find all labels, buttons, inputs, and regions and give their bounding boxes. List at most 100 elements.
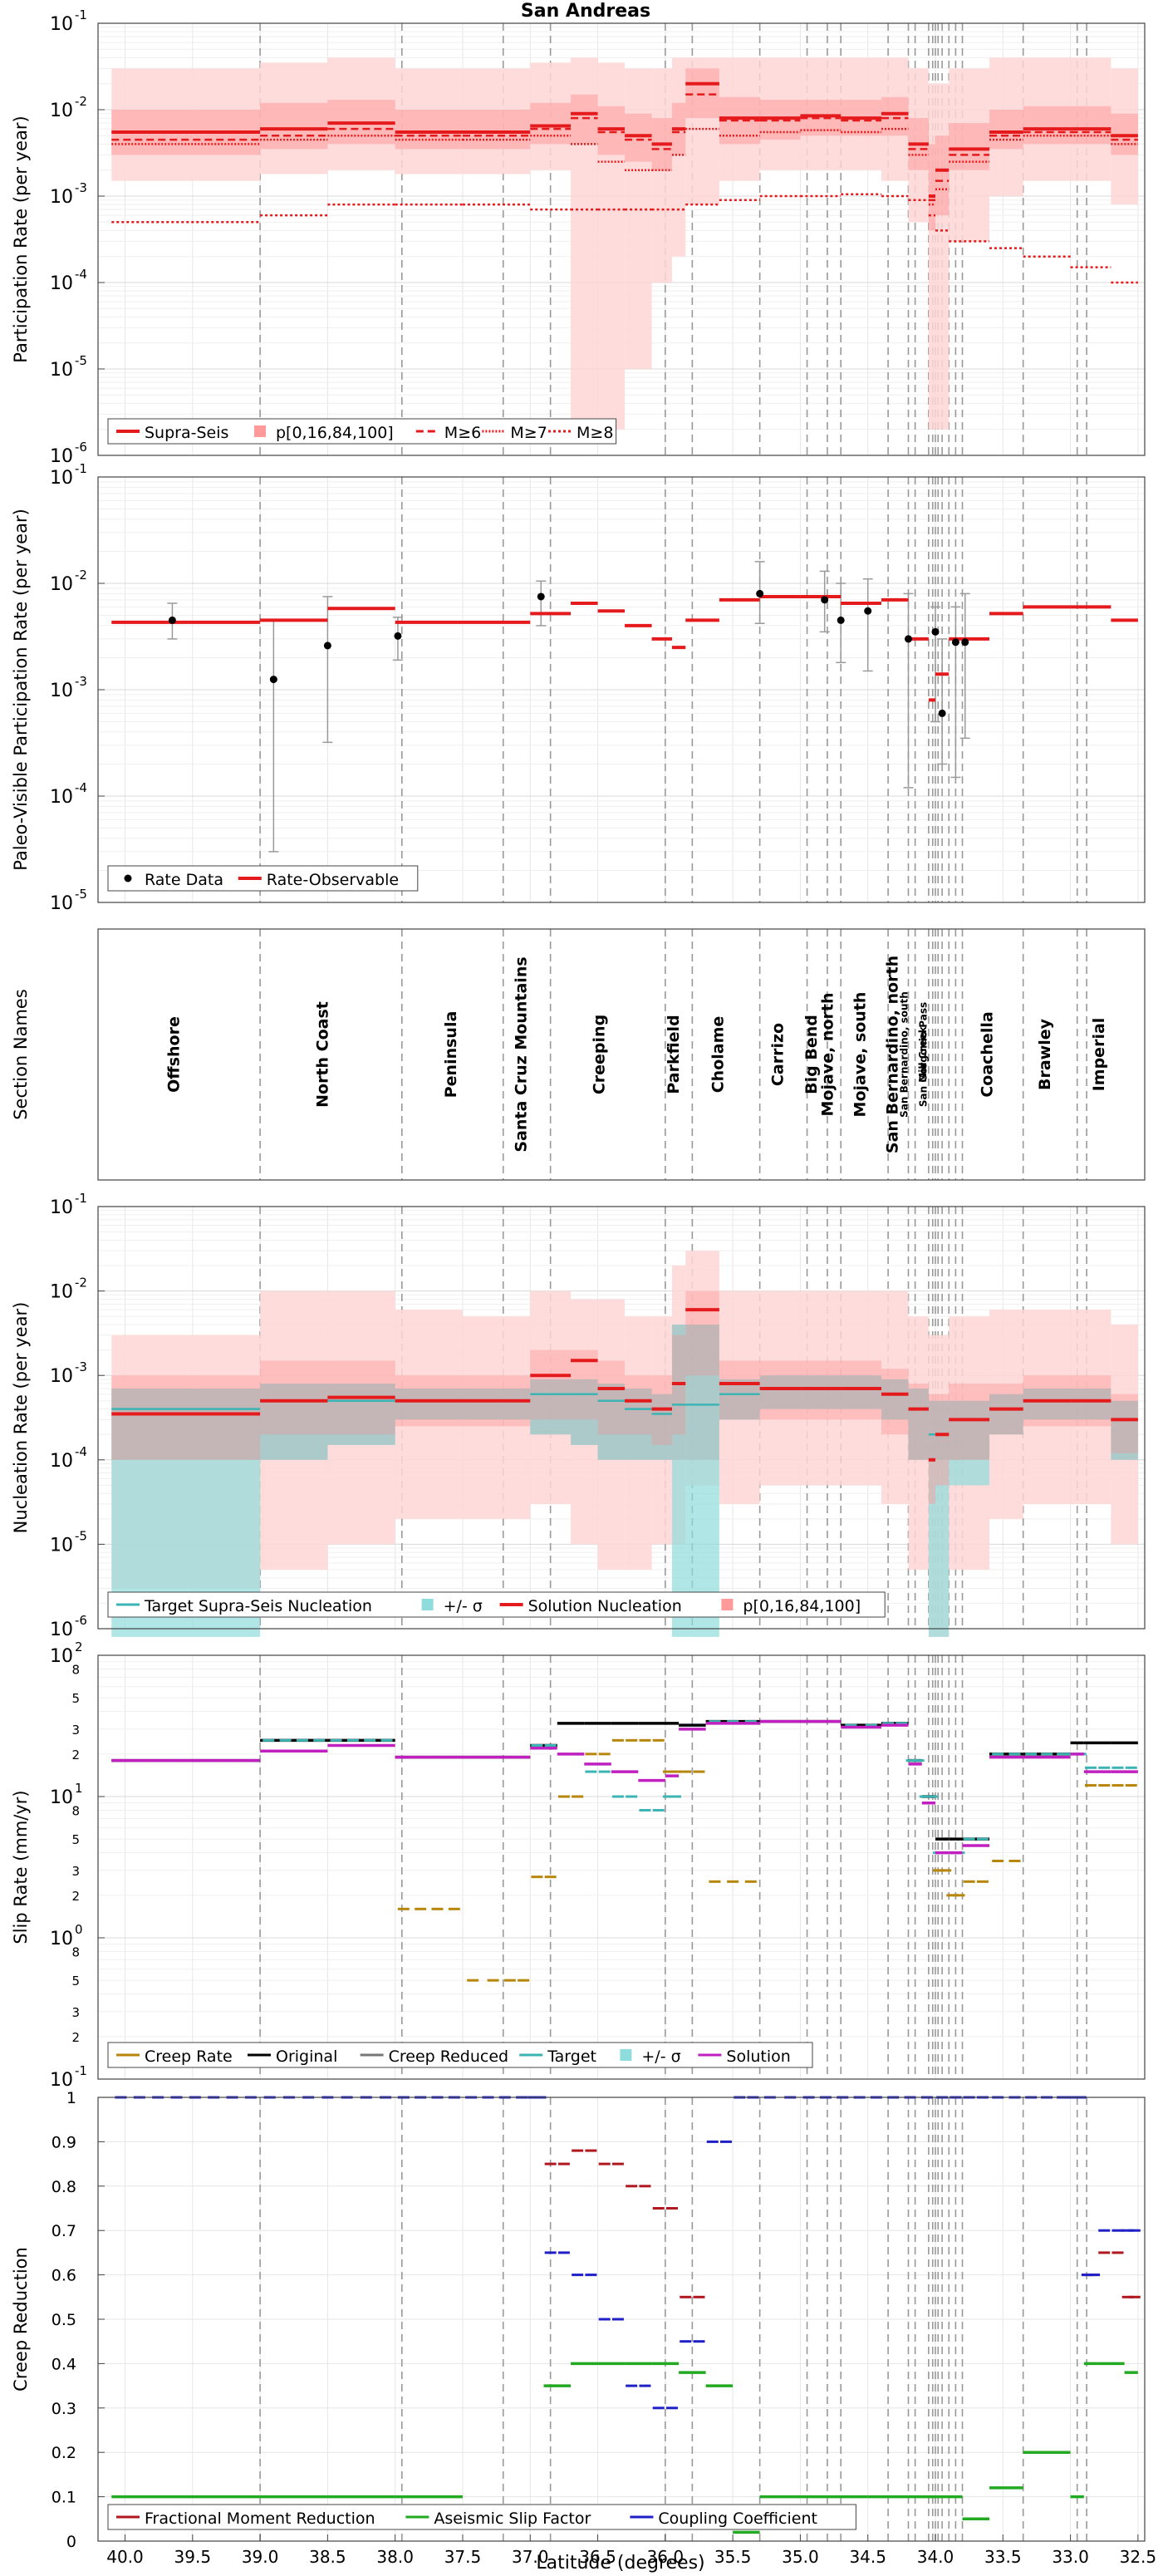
section-name-label: Offshore (165, 1016, 184, 1093)
band-inner (928, 144, 935, 231)
y-tick-label: 10 (50, 468, 73, 489)
plot-frame (97, 1206, 1146, 1630)
x-tick-label: 37.5 (444, 2547, 482, 2567)
y-tick-exponent: -4 (75, 780, 87, 795)
band-inner (395, 110, 463, 150)
overlap-band (1111, 1400, 1138, 1460)
legend-label: Solution (726, 2048, 790, 2066)
y-tick-label: 10 (50, 1282, 73, 1303)
overlap-band (260, 1384, 328, 1460)
section-name-label: San Bernardino, north (883, 956, 901, 1153)
band-inner (928, 1394, 935, 1504)
section-name-label: Santa Cruz Mountains (512, 956, 530, 1152)
legend-label: M≥6 (444, 424, 481, 442)
y-tick-label: 10 (50, 360, 73, 381)
overlap-band (1070, 1388, 1111, 1420)
y-tick-exponent: -5 (75, 353, 87, 368)
legend-label: Coupling Coefficient (658, 2510, 817, 2528)
plot-area (98, 1655, 1145, 2079)
y-tick-label: 10 (50, 1787, 73, 1808)
y-minor-tick-label: 5 (71, 1691, 80, 1706)
y-axis-label: Slip Rate (mm/yr) (11, 1790, 31, 1944)
rate-data-point (394, 632, 402, 640)
y-tick-label: 10 (50, 101, 73, 121)
overlap-band (719, 1379, 760, 1420)
y-tick-label: 10 (50, 1929, 73, 1949)
y-tick-exponent: -6 (75, 440, 87, 455)
overlap-band (327, 1384, 395, 1445)
y-tick-exponent: -1 (75, 1191, 87, 1206)
plot-area (98, 929, 1145, 1180)
overlap-band (949, 1400, 990, 1460)
y-tick-exponent: -6 (75, 1613, 87, 1628)
y-minor-tick-label: 2 (71, 1889, 80, 1904)
plot-frame (97, 476, 1146, 903)
plot-frame (97, 2097, 1146, 2542)
legend-box (107, 865, 419, 892)
rate-data-point (168, 616, 176, 624)
y-tick-label: 0.2 (52, 2444, 76, 2462)
x-tick-label: 32.5 (1120, 2547, 1157, 2567)
y-minor-tick-label: 3 (71, 2005, 80, 2020)
y-tick-label: 10 (50, 1620, 73, 1640)
y-tick-label: 0.1 (52, 2489, 76, 2507)
band-inner (949, 1384, 990, 1460)
y-minor-tick-label: 8 (71, 1944, 80, 1959)
sigma-band (1111, 1400, 1138, 1460)
sigma-band (935, 1400, 950, 1637)
legend-label: +/- σ (444, 1597, 483, 1615)
section-name-label: Mill Creek (917, 1025, 929, 1082)
y-tick-label: 10 (50, 681, 73, 701)
band-inner (881, 96, 909, 136)
x-tick-label: 36.5 (579, 2547, 616, 2567)
x-tick-label: 37.0 (512, 2547, 549, 2567)
overlap-band (651, 1394, 672, 1460)
section-name-label: San Gorgonio Pass (918, 1002, 930, 1107)
legend-label: M≥8 (577, 424, 613, 442)
sigma-band (597, 1384, 626, 1460)
x-tick-label: 39.0 (242, 2547, 279, 2567)
y-tick-label: 10 (50, 1366, 73, 1387)
y-tick-label: 10 (50, 2070, 73, 2091)
y-minor-tick-label: 2 (71, 2030, 80, 2045)
y-tick-exponent: -2 (75, 568, 87, 583)
y-tick-label: 10 (50, 14, 73, 35)
x-tick-label: 34.5 (849, 2547, 886, 2567)
overlap-band (800, 1375, 842, 1409)
y-tick-label: 10 (50, 1451, 73, 1472)
band-inner (1070, 106, 1111, 145)
rate-data-point (837, 616, 845, 624)
overlap-band (571, 1379, 598, 1445)
legend-box (107, 2042, 813, 2068)
sigma-band (759, 1375, 801, 1409)
x-tick-label: 39.5 (174, 2547, 212, 2567)
sigma-band (260, 1384, 328, 1460)
y-tick-exponent: -1 (75, 7, 87, 22)
legend-label: Fractional Moment Reduction (145, 2510, 375, 2528)
sigma-band (395, 1388, 463, 1420)
section-name-label: Mojave, north (818, 993, 837, 1117)
y-tick-label: 10 (50, 1646, 73, 1667)
plot-frame (97, 22, 1146, 456)
overlap-band (989, 1394, 1023, 1435)
y-tick-exponent: -5 (75, 1528, 87, 1543)
band-inner (719, 1360, 760, 1420)
band-inner (111, 1375, 261, 1460)
y-axis-label: Nucleation Rate (per year) (11, 1302, 31, 1534)
y-tick-label: 10 (50, 1535, 73, 1556)
y-tick-label: 0 (66, 2533, 76, 2551)
legend-swatch (124, 874, 132, 882)
legend-swatch (421, 1599, 434, 1610)
y-axis-label: Paleo-Visible Participation Rate (per ye… (11, 509, 31, 871)
sigma-band (327, 1384, 395, 1445)
sigma-band (881, 1379, 909, 1420)
sigma-band (1070, 1388, 1111, 1420)
y-tick-exponent: -5 (75, 887, 87, 902)
y-tick-exponent: -2 (75, 1276, 87, 1290)
band-inner (530, 1349, 572, 1420)
rate-data-point (938, 709, 946, 717)
band-inner (571, 94, 598, 145)
band-outer (671, 57, 686, 257)
band-outer (935, 83, 950, 430)
